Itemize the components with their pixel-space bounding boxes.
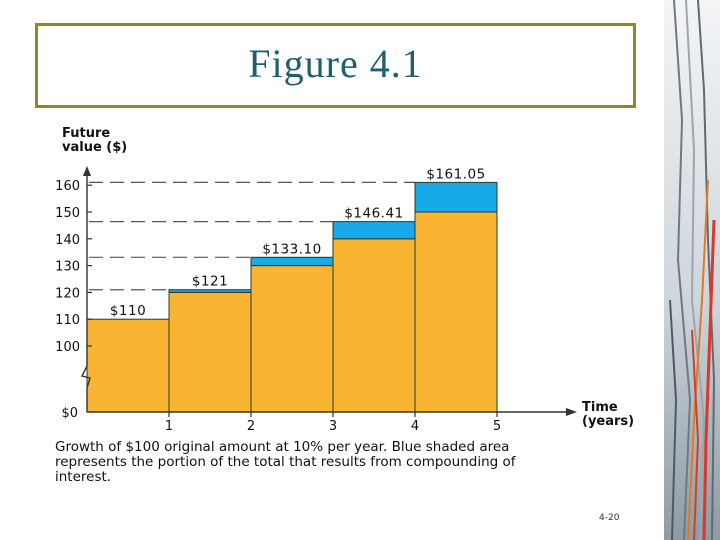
y-tick-label-160: 160 bbox=[55, 179, 80, 194]
x-axis-title-line-1: Time bbox=[582, 400, 618, 415]
bar-label-2: $121 bbox=[192, 274, 228, 290]
x-axis-title-line-2: (years) bbox=[582, 414, 634, 429]
y-tick-label-zero: $0 bbox=[61, 406, 78, 421]
y-tick-label-150: 150 bbox=[55, 206, 80, 221]
x-tick-label-1: 1 bbox=[165, 419, 173, 434]
y-axis-title-line-2: value ($) bbox=[62, 140, 127, 155]
bar-principal-3 bbox=[250, 265, 334, 413]
bar-label-1: $110 bbox=[110, 303, 146, 319]
slide-title: Figure 4.1 bbox=[248, 41, 423, 86]
chart-caption: Growth of $100 original amount at 10% pe… bbox=[55, 439, 516, 485]
bar-principal-2 bbox=[168, 291, 252, 413]
bar-interest-3 bbox=[250, 256, 334, 267]
x-tick-label-3: 3 bbox=[329, 419, 337, 434]
y-tick-label-110: 110 bbox=[55, 313, 80, 328]
y-axis-arrow bbox=[83, 166, 91, 176]
bar-principal-5 bbox=[414, 211, 498, 413]
x-tick-label-5: 5 bbox=[493, 419, 501, 434]
bar-interest-5 bbox=[414, 181, 498, 213]
x-tick-label-2: 2 bbox=[247, 419, 255, 434]
title-frame: Figure 4.1 bbox=[35, 23, 636, 108]
x-axis-arrow bbox=[566, 408, 577, 416]
bar-label-4: $146.41 bbox=[344, 206, 403, 222]
bar-label-3: $133.10 bbox=[262, 241, 321, 257]
y-tick-label-100: 100 bbox=[55, 340, 80, 355]
y-tick-label-120: 120 bbox=[55, 286, 80, 301]
bar-interest-4 bbox=[332, 221, 416, 240]
page-number: 4-20 bbox=[599, 513, 620, 523]
x-tick-label-4: 4 bbox=[411, 419, 419, 434]
bar-label-5: $161.05 bbox=[426, 166, 485, 182]
y-axis-break bbox=[80, 365, 91, 389]
y-axis-title-line-1: Future bbox=[62, 126, 110, 141]
bar-principal-4 bbox=[332, 238, 416, 413]
y-tick-label-140: 140 bbox=[55, 233, 80, 248]
bar-interest-2 bbox=[168, 289, 252, 293]
decorative-side-art bbox=[664, 0, 720, 540]
bar-principal-1 bbox=[86, 318, 170, 413]
y-tick-label-130: 130 bbox=[55, 260, 80, 275]
